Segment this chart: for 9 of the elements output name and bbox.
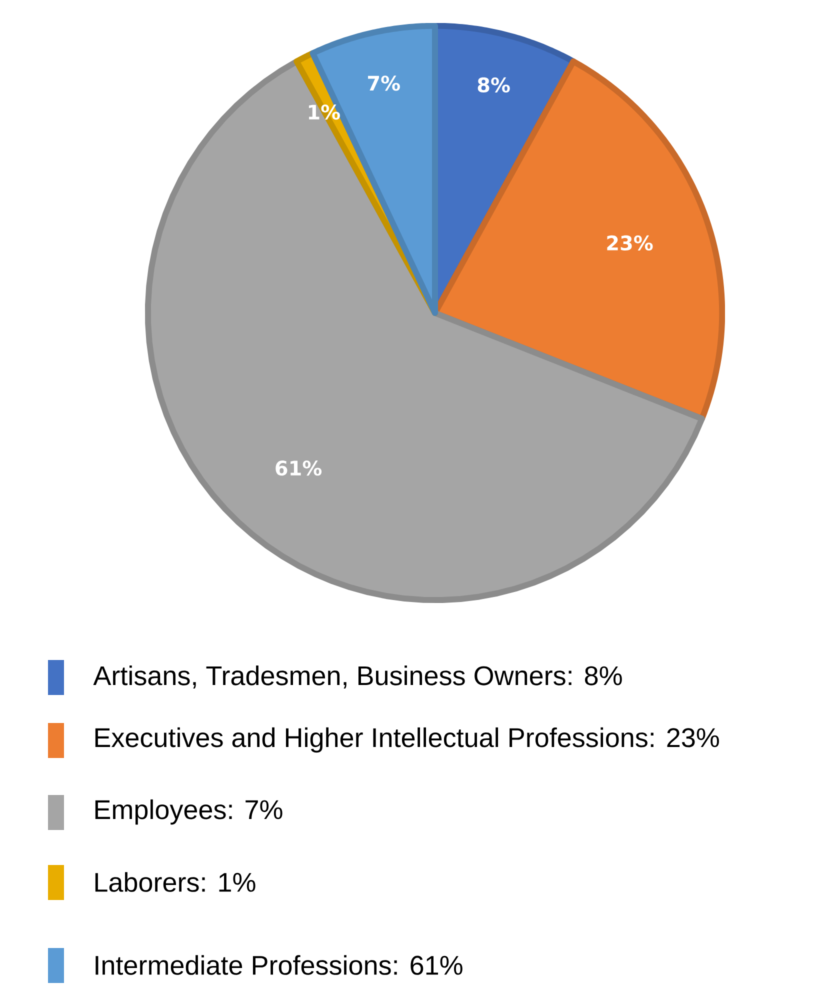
legend-label: Intermediate Professions: 61%	[96, 955, 462, 975]
legend-label: Employees: 7%	[95, 799, 282, 825]
data-label: 61%	[276, 460, 322, 476]
legend-label: Executives and Higher Intellectual Professions: 23%	[95, 727, 719, 753]
data-label: 7%	[368, 76, 400, 91]
legend-label: Artisans, Tradesmen, Business Owners: 8%	[93, 666, 622, 689]
data-label: 8%	[478, 77, 510, 93]
legend-label: Laborers: 1%	[95, 872, 256, 892]
data-label: 23%	[607, 235, 653, 251]
